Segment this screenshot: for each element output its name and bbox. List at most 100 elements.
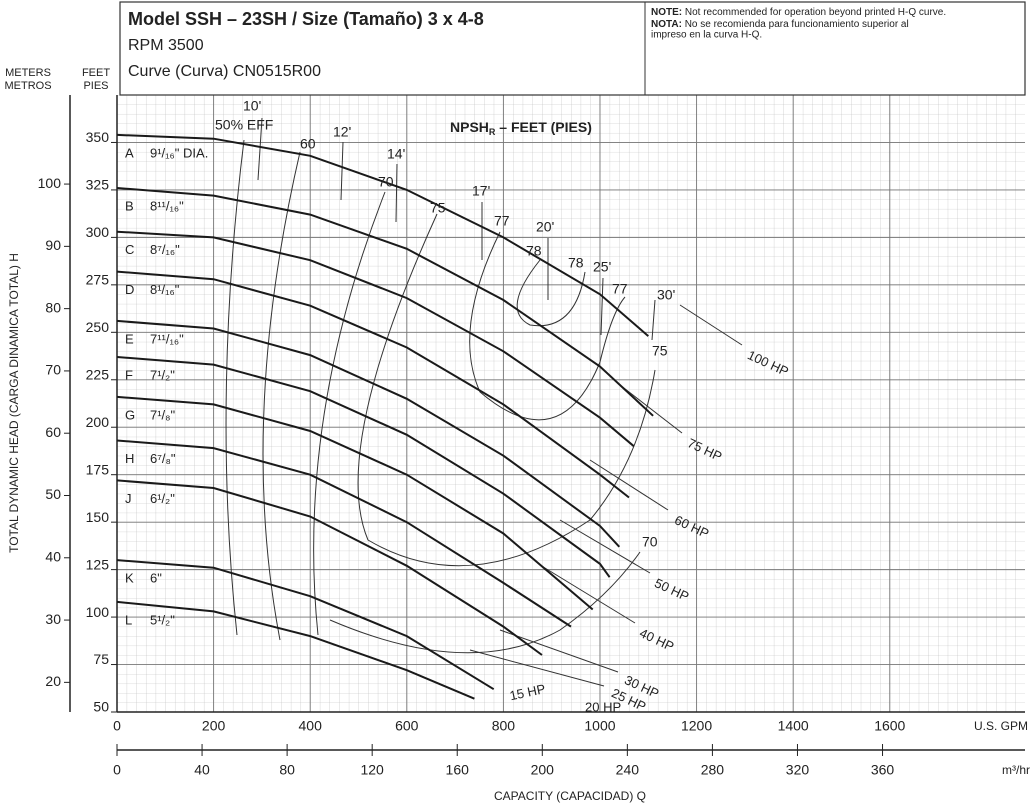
x2-tick-label: 0 [113, 762, 121, 778]
hp-leader [589, 459, 669, 511]
head-curve [116, 439, 572, 628]
y-tick-label: 350 [86, 129, 110, 145]
head-curve [116, 479, 543, 656]
curve-name: J [125, 491, 132, 506]
hp-leader [559, 519, 651, 574]
eff-line [262, 151, 301, 641]
hp-leader [619, 384, 683, 434]
curve-diameter: 7¹/₂" [150, 367, 175, 382]
npsh-rest: – FEET (PIES) [495, 119, 591, 135]
header-box [119, 1, 1026, 96]
y-tick-label: 50 [93, 699, 109, 715]
efficiency-label: 70 [378, 174, 394, 190]
curve-name: G [125, 407, 135, 422]
head-curve [116, 187, 654, 417]
npsh-line [395, 163, 398, 223]
eff-line [357, 213, 656, 567]
y-tick-label: 150 [86, 509, 110, 525]
y2-tick-label: 60 [45, 424, 61, 440]
nota-text-2: impreso en la curva H-Q. [651, 30, 762, 41]
y-tick-label: 300 [86, 224, 110, 240]
curve-diameter: 8⁷/₁₆" [150, 242, 180, 257]
y2-tick-label: 80 [45, 299, 61, 315]
eff-line [225, 139, 245, 636]
efficiency-label: 60 [300, 136, 316, 152]
npsh-label: 30' [657, 287, 675, 303]
curve-diameter: 8¹¹/₁₆" [150, 198, 184, 213]
curve-name: B [125, 198, 134, 213]
nota-label: NOTA: [651, 19, 682, 30]
x-tick-label: 800 [492, 718, 516, 734]
npsh-main: NPSH [450, 119, 489, 135]
curve-name: F [125, 367, 133, 382]
x2-tick-label: 240 [616, 762, 640, 778]
npsh-label: 25' [593, 259, 611, 275]
curve-diameter: 5¹/₂" [150, 612, 175, 627]
curve-name: H [125, 451, 134, 466]
curve-diameter: 6⁷/₈" [150, 451, 176, 466]
npsh-line [600, 277, 604, 336]
y2-tick-label: 100 [38, 175, 62, 191]
hp-leader [679, 304, 743, 346]
npsh-sub: R [489, 127, 496, 137]
x2-tick-label: 40 [194, 762, 210, 778]
x2-tick-label: 80 [279, 762, 295, 778]
npsh-line [257, 117, 263, 181]
note-label: NOTE: [651, 7, 682, 18]
y-tick-label: 125 [86, 556, 110, 572]
eff-line [313, 191, 386, 636]
hp-label: 20 HP [585, 699, 621, 714]
y-tick-label: 100 [86, 604, 110, 620]
efficiency-label: 50% EFF [215, 117, 273, 133]
curve-diameter: 9¹/₁₆" DIA. [150, 145, 208, 160]
title: Model SSH – 23SH / Size (Tamaño) 3 x 4-8 [128, 9, 484, 29]
npsh-title: NPSHR – FEET (PIES) [450, 119, 592, 138]
npsh-label: 17' [472, 183, 490, 199]
x-tick-label: 400 [299, 718, 323, 734]
x-tick-label: 600 [395, 718, 419, 734]
hp-label: 15 HP [508, 681, 546, 703]
y2-unit: METERS [5, 67, 51, 79]
y2-tick-label: 30 [45, 611, 61, 627]
curve-diameter: 6¹/₂" [150, 491, 175, 506]
efficiency-label: 70 [642, 534, 658, 550]
npsh-lines [257, 117, 656, 341]
eff-line [329, 551, 641, 654]
curve-name: E [125, 331, 134, 346]
y2-tick-label: 40 [45, 548, 61, 564]
y-tick-label: 250 [86, 319, 110, 335]
efficiency-label: 78 [568, 255, 584, 271]
curve-diameter: 7¹/₈" [150, 407, 176, 422]
y-tick-label: 75 [93, 651, 109, 667]
y2-unit: METROS [4, 80, 51, 92]
y2-tick-label: 90 [45, 237, 61, 253]
head-curve [116, 133, 649, 337]
efficiency-label: 77 [612, 281, 628, 297]
x2-unit: m³/hr [1002, 763, 1030, 777]
x-tick-label: 1200 [681, 718, 712, 734]
y-tick-label: 275 [86, 272, 110, 288]
head-curve [116, 356, 611, 578]
x-unit: U.S. GPM [974, 719, 1028, 733]
curve-diameter: 7¹¹/₁₆" [150, 331, 184, 346]
hp-leaders [469, 304, 743, 687]
y-axis-title: TOTAL DYNAMIC HEAD (CARGA DINAMICA TOTAL… [7, 253, 21, 553]
y-tick-label: 200 [86, 414, 110, 430]
curve-name: C [125, 242, 134, 257]
hp-leader [469, 649, 605, 687]
hp-leader [539, 564, 636, 624]
x-tick-label: 1600 [874, 718, 905, 734]
head-curve [116, 270, 630, 499]
nota: NOTA: No se recomienda para funcionamien… [651, 19, 909, 30]
eff-line [516, 259, 586, 327]
curve-diameter: 6" [150, 571, 162, 586]
npsh-line [651, 299, 656, 341]
x2-tick-label: 360 [871, 762, 895, 778]
head-curve [116, 319, 621, 548]
y-unit: FEET [82, 67, 110, 79]
x-tick-label: 1000 [584, 718, 615, 734]
note-text: Not recommended for operation beyond pri… [685, 7, 946, 18]
curve-diameter: 8¹/₁₆" [150, 282, 180, 297]
x-tick-label: 1400 [778, 718, 809, 734]
x-tick-label: 200 [202, 718, 226, 734]
